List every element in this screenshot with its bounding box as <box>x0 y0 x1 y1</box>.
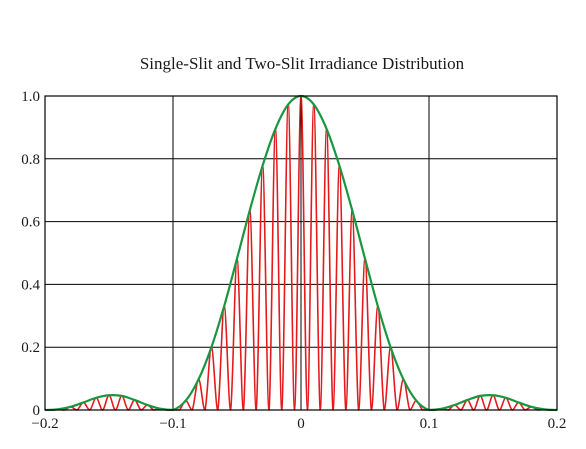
y-tick-label: 0.4 <box>21 277 40 293</box>
chart-title: Single-Slit and Two-Slit Irradiance Dist… <box>140 54 465 73</box>
tick-labels: 0 0.2 0.4 0.6 0.8 1.0 −0.2 −0.1 0 0.1 0.2 <box>21 89 566 432</box>
x-tick-label: 0.2 <box>548 416 567 432</box>
x-tick-label: 0 <box>297 416 305 432</box>
grid-layer <box>45 96 557 410</box>
x-tick-label: 0.1 <box>420 416 439 432</box>
plot-frame <box>44 95 558 411</box>
x-tick-label: −0.2 <box>31 416 58 432</box>
y-tick-label: 0.8 <box>21 152 40 168</box>
y-tick-label: 0.2 <box>21 340 40 356</box>
x-tick-label: −0.1 <box>159 416 186 432</box>
y-tick-label: 0.6 <box>21 215 40 231</box>
y-tick-label: 0 <box>33 403 41 419</box>
y-tick-label: 1.0 <box>21 89 40 105</box>
